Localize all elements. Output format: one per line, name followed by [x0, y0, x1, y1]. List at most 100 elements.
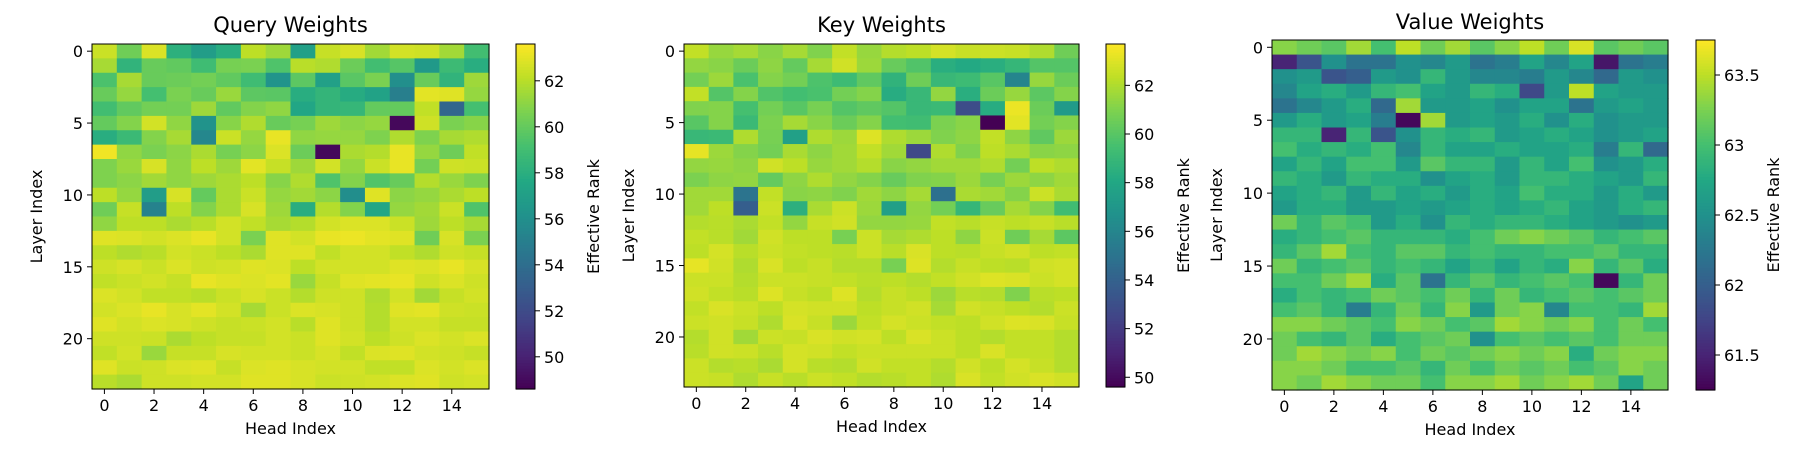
heatmap-cell — [733, 172, 759, 188]
heatmap-cell — [1544, 40, 1570, 56]
heatmap-cell — [340, 202, 366, 218]
heatmap-cell — [1470, 258, 1496, 274]
heatmap-cell — [1569, 156, 1595, 172]
heatmap-cell — [364, 259, 391, 275]
colorbar-segment — [1106, 121, 1125, 125]
heatmap-cell — [290, 144, 316, 160]
heatmap-cell — [364, 187, 391, 203]
heatmap-cell — [1272, 127, 1298, 143]
heatmap-cell — [1004, 186, 1031, 202]
heatmap-cell — [930, 115, 957, 131]
heatmap-cell — [1272, 40, 1298, 56]
heatmap-cell — [1494, 171, 1521, 187]
heatmap-cell — [733, 129, 759, 145]
heatmap-cell — [955, 101, 981, 117]
heatmap-cell — [166, 87, 192, 103]
heatmap-cell — [1371, 317, 1397, 333]
colorbar-segment — [1106, 364, 1125, 368]
heatmap-cell — [1371, 127, 1397, 143]
heatmap-cell — [414, 230, 440, 246]
heatmap-cell — [708, 44, 734, 59]
heatmap-cell — [240, 245, 267, 261]
heatmap-cell — [1029, 72, 1055, 88]
heatmap-cell — [240, 173, 267, 189]
heatmap-cell — [684, 86, 710, 102]
heatmap-cell — [782, 258, 809, 274]
heatmap-cell — [1519, 83, 1545, 99]
heatmap-cell — [708, 286, 734, 302]
heatmap-cell — [1272, 258, 1298, 274]
x-tick-label: 0 — [691, 394, 701, 413]
heatmap-cell — [1272, 215, 1298, 231]
colorbar-segment — [1106, 272, 1125, 277]
heatmap-cell — [782, 115, 809, 131]
colorbar-segment — [1106, 129, 1125, 134]
heatmap-cell — [1544, 142, 1570, 158]
heatmap-cell — [216, 101, 242, 117]
heatmap-cell — [116, 317, 143, 333]
heatmap-cell — [1321, 171, 1347, 187]
heatmap-cell — [265, 187, 292, 203]
heatmap-cell — [1544, 302, 1570, 318]
heatmap-cell — [364, 159, 391, 174]
heatmap-cell — [807, 229, 833, 245]
heatmap-cell — [1569, 69, 1595, 85]
heatmap-cell — [364, 144, 391, 160]
heatmap-cell — [1420, 127, 1446, 143]
heatmap-cell — [1004, 201, 1031, 217]
colorbar-segment — [1106, 95, 1125, 99]
heatmap-cell — [1296, 244, 1323, 260]
heatmap-cell — [1296, 346, 1323, 362]
colorbar-segment — [1696, 133, 1715, 137]
heatmap-cell — [216, 44, 242, 59]
heatmap-cell — [1445, 40, 1471, 56]
heatmap-cell — [1420, 287, 1446, 304]
colorbar-segment — [1696, 372, 1715, 377]
colorbar-segment — [1696, 325, 1715, 330]
heatmap-cell — [733, 258, 759, 274]
colorbar-segment — [1106, 138, 1125, 142]
heatmap-cell — [1371, 54, 1397, 70]
heatmap-cell — [906, 229, 932, 245]
colorbar-segment — [1696, 83, 1715, 88]
colorbar-segment — [516, 205, 535, 209]
colorbar-segment — [516, 282, 535, 287]
heatmap-cell — [856, 344, 883, 360]
heatmap-cell — [955, 86, 981, 102]
colorbar-segment — [1106, 366, 1125, 371]
heatmap-cell — [1470, 215, 1496, 231]
colorbar-segment — [1696, 244, 1715, 248]
colorbar-label: Effective Rank — [1174, 157, 1193, 273]
heatmap-cell — [1321, 40, 1347, 56]
heatmap-cell — [906, 286, 932, 302]
heatmap-cell — [782, 86, 809, 102]
colorbar-segment — [516, 276, 535, 281]
heatmap-cell — [265, 101, 292, 117]
heatmap-cell — [414, 101, 440, 117]
colorbar-segment — [1696, 153, 1715, 158]
heatmap-cell — [141, 288, 168, 304]
heatmap-cell — [881, 158, 907, 174]
heatmap-cell — [1054, 186, 1080, 202]
heatmap-cell — [1470, 156, 1496, 172]
heatmap-cell — [464, 187, 490, 203]
colorbar-segment — [1106, 66, 1125, 71]
heatmap-cell — [684, 229, 710, 245]
colorbar-segment — [1696, 40, 1715, 44]
heatmap-cell — [782, 272, 809, 288]
x-tick-label: 6 — [248, 396, 258, 415]
heatmap-cell — [439, 302, 465, 318]
colorbar-segment — [1696, 322, 1715, 327]
heatmap-cell — [116, 288, 143, 304]
heatmap-cell — [1321, 54, 1347, 70]
heatmap-cell — [1544, 331, 1570, 347]
heatmap-cell — [881, 272, 907, 288]
heatmap-cell — [265, 159, 292, 174]
colorbar-segment — [1106, 144, 1125, 148]
colorbar-segment — [1106, 301, 1125, 305]
colorbar-segment — [516, 299, 535, 304]
heatmap-cell — [1296, 273, 1323, 289]
heatmap-cell — [1346, 185, 1372, 202]
heatmap-cell — [389, 187, 416, 203]
colorbar-segment — [516, 49, 535, 54]
